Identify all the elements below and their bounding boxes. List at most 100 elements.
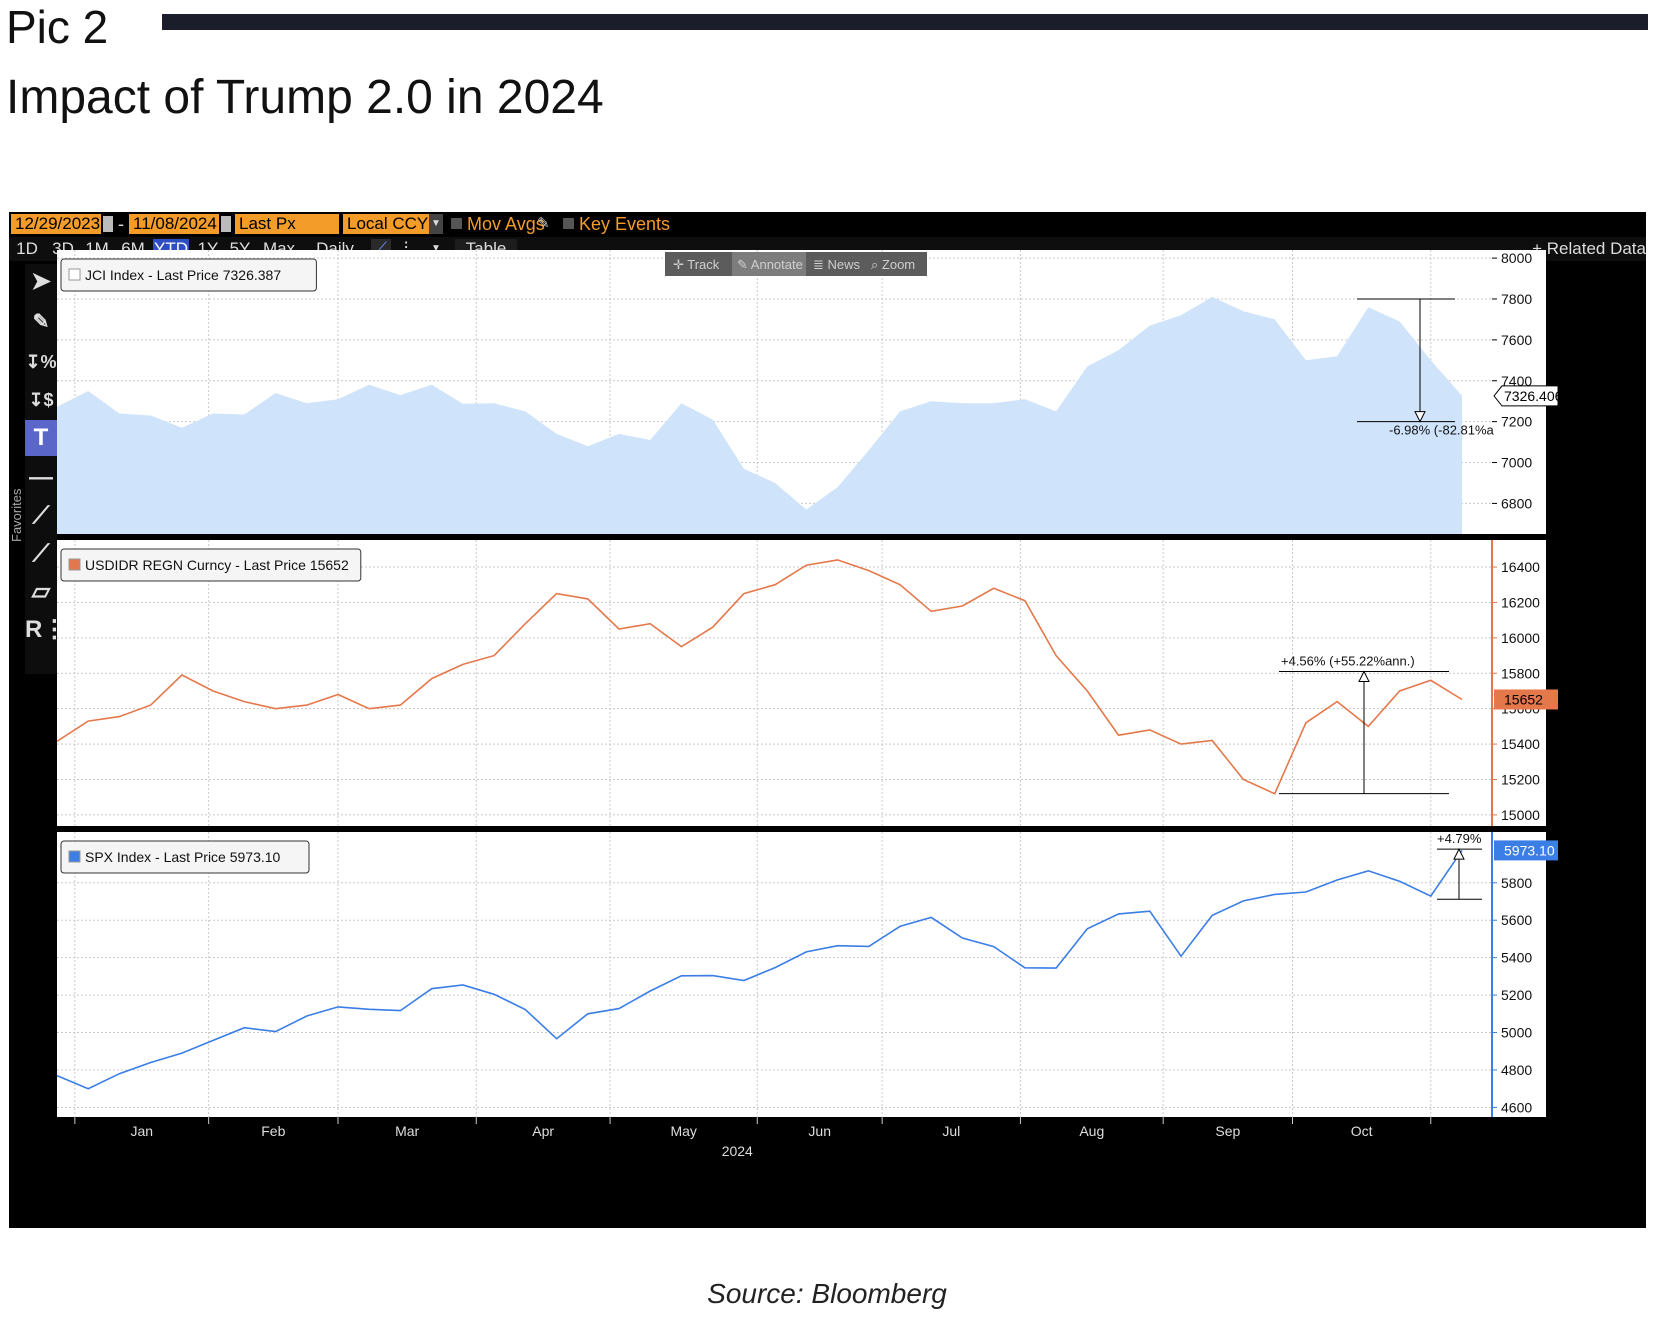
legend-swatch [68,268,81,281]
key-events-checkbox[interactable] [563,218,574,229]
favorites-label: Favorites [9,488,24,542]
x-tick-label: Jul [942,1123,960,1139]
start-date-field[interactable]: 12/29/2023 [11,214,101,234]
legend-text: USDIDR REGN Curncy - Last Price 15652 [85,557,349,573]
field-select[interactable]: Last Px [235,214,339,234]
y-tick-label: 5400 [1501,950,1532,966]
y-tick-label: 7400 [1501,373,1532,389]
mode-annotate-highlight [732,252,806,276]
channel-icon[interactable]: ▱ [31,578,51,605]
legend-swatch [68,850,81,863]
x-tick-label: Mar [395,1123,419,1139]
title-rule [162,14,1648,30]
cursor-icon[interactable]: ➤ [30,268,52,295]
end-date-field[interactable]: 11/08/2024 [129,214,219,234]
annotation-jci: -6.98% (-82.81%a [1357,298,1495,438]
last-price-label: 5973.10 [1504,842,1555,858]
legend-swatch [68,558,81,571]
mov-avgs-label[interactable]: Mov Avgs [467,214,545,234]
pic-label: Pic 2 [6,1,109,53]
annotation-arrowhead [1414,411,1426,423]
series-area-jci [57,296,1462,534]
annotation-label: -6.98% (-82.81%a [1389,423,1495,438]
chevron-down-icon[interactable]: ▼ [429,214,443,234]
last-price-label: 15652 [1504,691,1543,707]
x-tick-label: Sep [1215,1123,1240,1139]
y-tick-label: 7600 [1501,332,1532,348]
y-tick-label: 5000 [1501,1025,1532,1041]
bloomberg-terminal: 12/29/2023 - 11/08/2024 Last Px Local CC… [9,212,1646,1228]
date-separator: - [118,214,124,234]
horizontal-line-icon[interactable]: — [29,464,53,491]
price-measure-icon[interactable]: ↧$ [28,390,54,410]
y-tick-label: 4600 [1501,1099,1532,1115]
x-axis: Jan Feb Mar Apr May Jun Jul Aug Sep Oct 2024 [57,1117,1546,1161]
range-button-1d[interactable]: 1D [16,239,38,258]
calendar-icon[interactable] [221,216,231,232]
annotation-label: +4.56% (+55.22%ann.) [1281,653,1415,668]
y-tick-label: 7200 [1501,414,1532,430]
last-price-label: 7326.406 [1504,388,1563,404]
percent-measure-icon[interactable]: ↧% [25,352,57,372]
y-tick-label: 15400 [1501,736,1540,752]
annotation-label: +4.79% [1437,831,1482,846]
page-title: Impact of Trump 2.0 in 2024 [6,71,604,124]
chevron-down-icon[interactable]: ▼ [431,243,441,254]
key-events-label[interactable]: Key Events [579,214,671,234]
y-tick-label: 15200 [1501,772,1540,788]
trend-line-icon[interactable]: ⟋ [32,502,50,529]
y-tick-label: 5600 [1501,912,1532,928]
panel-spx: 4600 4800 5000 5200 5400 5600 5800 5973.10 SPX I… [57,831,1558,1123]
y-tick-label: 5800 [1501,875,1532,891]
mode-track[interactable]: ✛ Track [673,257,720,272]
annotation-usdidr: +4.56% (+55.22%ann.) [1279,653,1449,795]
mode-annotate[interactable]: ✎ Annotate [737,257,803,272]
panel-jci: 6800 7000 7200 7400 7600 7800 8000 7326.406 JCI … [57,250,1563,540]
series-line-spx [57,849,1463,1090]
y-tick-label: 7800 [1501,291,1532,307]
x-tick-label: Apr [532,1123,554,1139]
last-price-tag [1493,385,1559,407]
y-tick-label: 16000 [1501,630,1540,646]
x-tick-label: May [670,1123,696,1139]
legend-text: SPX Index - Last Price 5973.10 [85,849,281,865]
currency-select[interactable]: Local CCY [343,214,429,234]
more-tools-icon[interactable]: R⋮ [25,616,67,643]
x-axis-year-label: 2024 [722,1143,753,1159]
x-tick-label: Aug [1079,1123,1104,1139]
legend-box [60,548,362,582]
x-tick-label: Feb [261,1123,285,1139]
legend-box [60,258,317,292]
ray-line-icon[interactable]: ⟋ [32,540,50,567]
y-tick-label: 7000 [1501,455,1532,471]
pen-icon[interactable]: ✎ [32,311,50,333]
last-price-tag [1494,689,1558,710]
text-tool-icon[interactable]: T [25,420,57,456]
calendar-icon[interactable] [103,216,113,232]
y-tick-label: 16200 [1501,594,1540,610]
annotation-arrowhead [1453,847,1465,860]
pencil-icon[interactable]: ✎ [537,215,550,232]
x-axis-background [57,1117,1546,1161]
chart-area[interactable]: 6800 7000 7200 7400 7600 7800 8000 7326.406 JCI … [57,250,1646,1228]
y-tick-label: 6800 [1501,495,1532,511]
y-tick-label: 4800 [1501,1062,1532,1078]
mode-news[interactable]: ≣ News [813,257,861,272]
mode-zoom[interactable]: ⌕ Zoom [871,257,915,272]
annotation-arrowhead [1358,670,1370,682]
y-tick-label: 5200 [1501,987,1532,1003]
last-price-tag [1494,840,1558,861]
x-tick-label: Jan [130,1123,153,1139]
y-tick-label: 16400 [1501,559,1540,575]
panel-usdidr: 1500015200154001560015800160001620016400… [57,540,1558,832]
related-data-button[interactable]: + Related Data [1532,239,1646,258]
candlestick-icon[interactable]: ⫶ [403,239,409,258]
legend-jci: JCI Index - Last Price 7326.387 [60,258,317,292]
y-tick-label: 15000 [1501,807,1540,823]
annotation-spx: +4.79% [1437,831,1482,900]
mov-avgs-checkbox[interactable] [451,218,462,229]
drawing-toolbar: ➤ ✎ ↧% ↧$ T — ⟋ ⟋ ▱ R⋮ [25,264,67,674]
legend-box [60,840,310,874]
legend-usdidr: USDIDR REGN Curncy - Last Price 15652 [60,548,362,582]
y-tick-label: 8000 [1501,250,1532,266]
